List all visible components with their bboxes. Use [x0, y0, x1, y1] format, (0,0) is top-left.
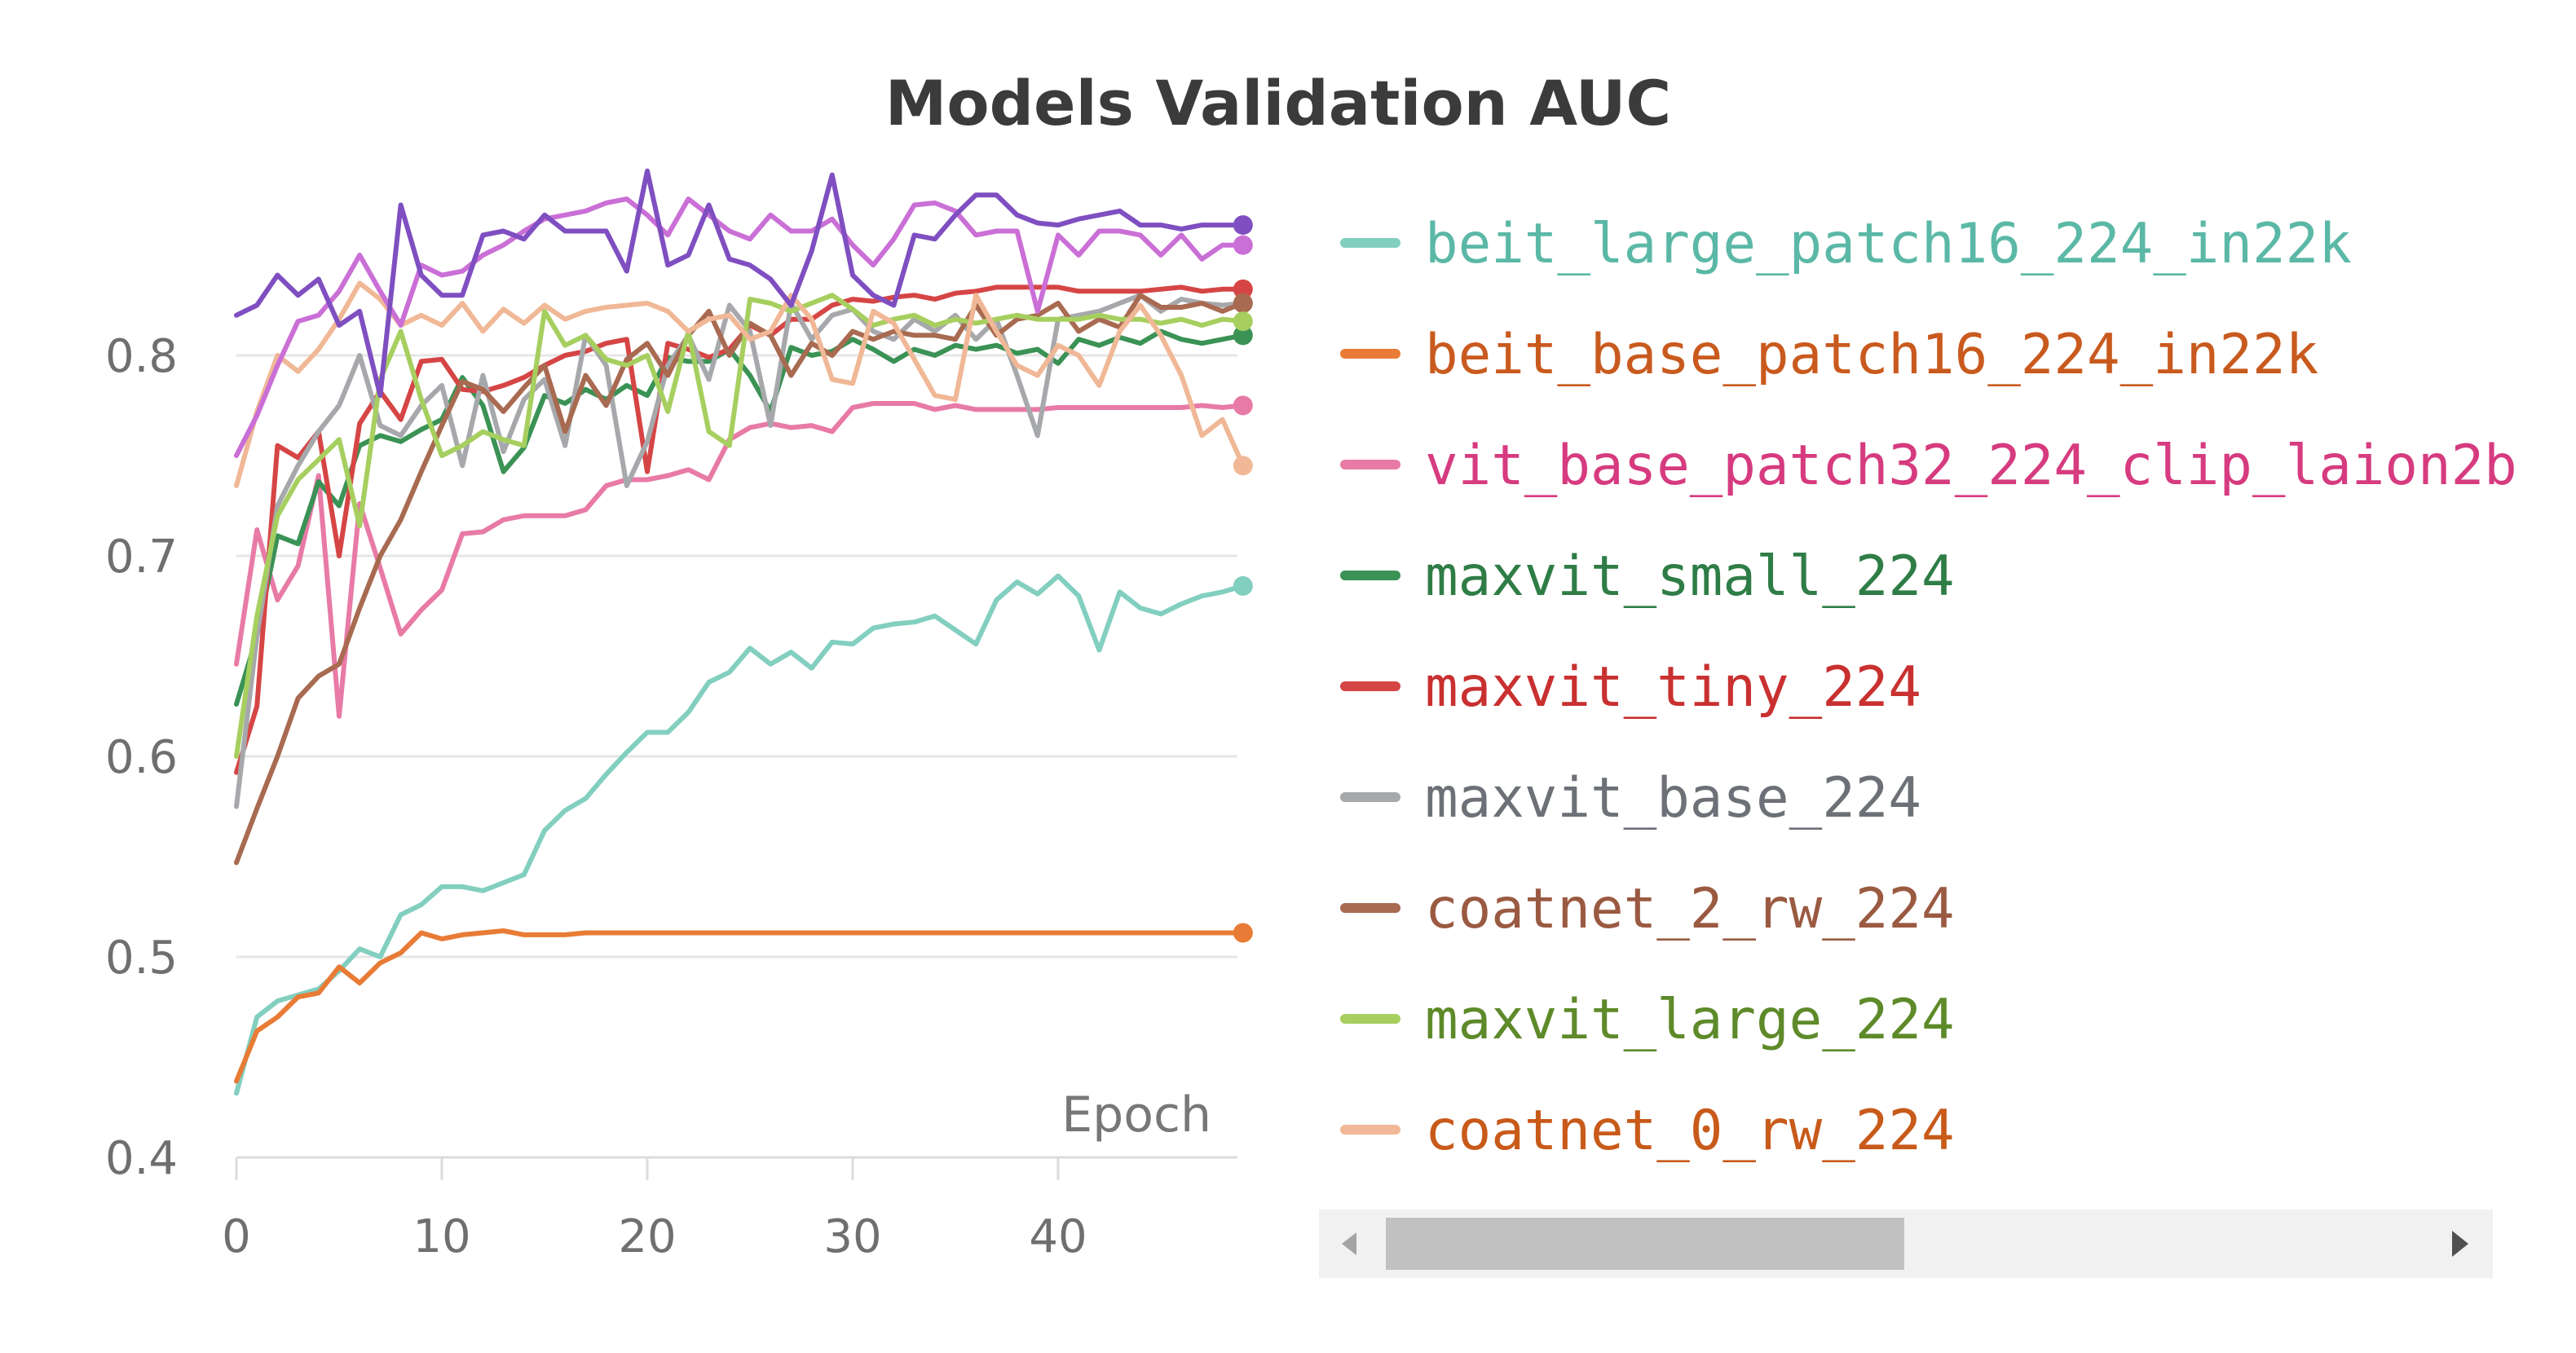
- legend-item-label: coatnet_0_rw_224: [1425, 1099, 1955, 1163]
- grid-lines: 0.4 0.5 0.6 0.7 0.8: [105, 330, 1237, 1185]
- series-line-maxvit_base_224: [234, 293, 1246, 809]
- legend-item-label: maxvit_large_224: [1425, 988, 1955, 1052]
- y-tick-label: 0.8: [105, 330, 178, 383]
- series-endpoint: [1233, 311, 1253, 332]
- legend-item-label: vit_base_patch32_224_clip_laion2b: [1425, 434, 2517, 498]
- triangle-left-icon[interactable]: [1342, 1232, 1356, 1255]
- series-lines: [234, 168, 1246, 1096]
- series-endpoint: [1233, 235, 1253, 255]
- x-tick-label: 20: [618, 1210, 676, 1263]
- series-endpoint: [1233, 923, 1253, 943]
- x-axis-title: Epoch: [1061, 1086, 1211, 1144]
- legend-scrollbar[interactable]: [1319, 1210, 2493, 1278]
- series-endpoint: [1233, 575, 1253, 596]
- legend-item-label: beit_large_patch16_224_in22k: [1425, 212, 2352, 276]
- series-line-maxvit_large_224: [234, 293, 1246, 759]
- legend-item-label: coatnet_2_rw_224: [1425, 877, 1955, 941]
- scrollbar-thumb[interactable]: [1386, 1218, 1904, 1270]
- series-line-coatnet_0_rw_224: [234, 280, 1246, 488]
- y-tick-label: 0.5: [105, 932, 178, 985]
- y-tick-label: 0.6: [105, 731, 178, 784]
- series-endpoint: [1233, 456, 1253, 476]
- chart-title: Models Validation AUC: [885, 67, 1671, 139]
- x-tick-label: 40: [1029, 1210, 1087, 1263]
- axes: 0 10 20 30 40: [222, 1156, 1237, 1263]
- series-line-unlabeled-10: [234, 168, 1246, 399]
- legend-item-label: beit_base_patch16_224_in22k: [1425, 323, 2318, 387]
- series-line-unlabeled-9: [234, 196, 1246, 458]
- y-tick-label: 0.4: [105, 1132, 178, 1185]
- series-endpoint: [1233, 325, 1253, 346]
- series-endpoint: [1233, 293, 1253, 314]
- series-line-beit_base_patch16_224_in22k: [234, 928, 1246, 1084]
- series-endpoint: [1233, 395, 1253, 416]
- legend-item-label: maxvit_base_224: [1425, 766, 1921, 831]
- x-tick-label: 30: [823, 1210, 881, 1263]
- triangle-right-icon[interactable]: [2452, 1231, 2468, 1257]
- series-endpoint: [1233, 279, 1253, 299]
- x-tick-label: 10: [412, 1210, 470, 1263]
- y-tick-label: 0.7: [105, 531, 178, 584]
- legend: beit_large_patch16_224_in22k beit_base_pa…: [1340, 212, 2517, 1163]
- legend-item-label: maxvit_small_224: [1425, 544, 1955, 609]
- series-endpoints: [1233, 215, 1253, 943]
- x-tick-label: 0: [222, 1210, 251, 1263]
- series-endpoint: [1233, 215, 1253, 236]
- series-line-beit_large_patch16_224_in22k: [234, 573, 1246, 1096]
- series-line-vit_base_patch32_224_clip_laion2b: [234, 401, 1246, 719]
- legend-item-label: maxvit_tiny_224: [1425, 655, 1921, 720]
- series-line-coatnet_2_rw_224: [234, 293, 1246, 866]
